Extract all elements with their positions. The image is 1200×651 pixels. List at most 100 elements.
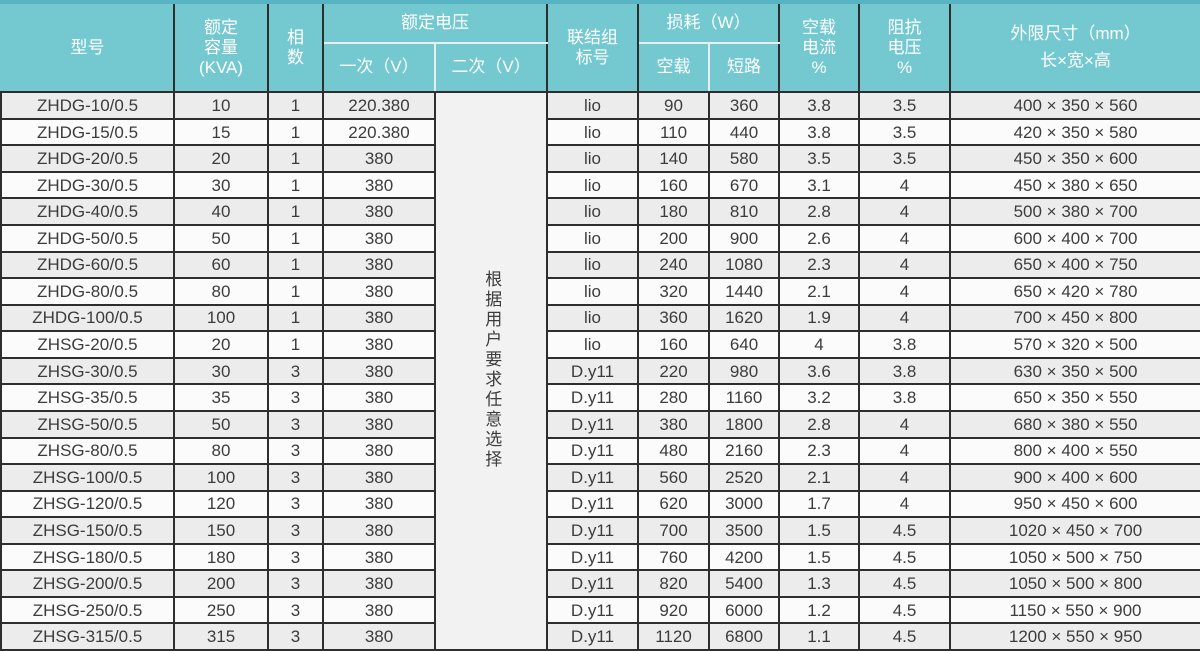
cell-model: ZHDG-50/0.5 (0, 224, 175, 253)
cell-dimensions: 650 × 350 × 550 (949, 383, 1200, 412)
cell-rated-capacity: 15 (173, 117, 269, 147)
transformer-spec-table: 型号 额定 容量 (KVA) 相 数 额定电压 联结组 标号 损耗（W） 空载 … (0, 4, 1200, 651)
cell-dimensions: 950 × 450 × 600 (949, 489, 1200, 519)
cell-impedance-voltage: 3.5 (858, 91, 952, 120)
cell-rated-capacity: 40 (173, 197, 269, 226)
cell-primary-voltage: 380 (322, 489, 436, 519)
cell-no-load-loss: 320 (637, 277, 710, 306)
cell-no-load-loss: 920 (637, 595, 710, 625)
cell-rated-capacity: 30 (173, 170, 269, 200)
cell-model: ZHDG-80/0.5 (0, 277, 175, 306)
cell-no-load-loss: 560 (637, 463, 710, 492)
cell-primary-voltage: 220.380 (322, 91, 436, 120)
cell-rated-capacity: 50 (173, 409, 269, 439)
cell-impedance-voltage: 4.5 (858, 542, 952, 572)
cell-no-load-loss: 110 (637, 117, 710, 147)
secondary-voltage-note-text: 根据用户要求任意选择 (482, 269, 502, 470)
cell-dimensions: 570 × 320 × 500 (949, 330, 1200, 359)
cell-no-load-current: 2.1 (778, 277, 861, 306)
cell-no-load-current: 3.1 (778, 170, 861, 200)
cell-primary-voltage: 380 (322, 303, 436, 333)
cell-connection-symbol: D.y11 (546, 489, 639, 519)
cell-no-load-current: 1.1 (778, 622, 861, 651)
cell-no-load-loss: 380 (637, 409, 710, 439)
cell-connection-symbol: D.y11 (546, 436, 639, 466)
cell-no-load-loss: 240 (637, 250, 710, 280)
cell-dimensions: 600 × 400 × 700 (949, 224, 1200, 253)
cell-dimensions: 630 × 350 × 500 (949, 356, 1200, 386)
cell-model: ZHDG-100/0.5 (0, 303, 175, 333)
cell-no-load-loss: 220 (637, 356, 710, 386)
cell-no-load-loss: 90 (637, 91, 710, 120)
cell-model: ZHSG-100/0.5 (0, 463, 175, 492)
table-row: ZHSG-100/0.5 100 3 380 D.y11 560 2520 2.1 4 900 ×… (0, 463, 1200, 492)
cell-short-circuit-loss: 3500 (707, 516, 781, 545)
cell-short-circuit-loss: 640 (707, 330, 781, 359)
col-header-model: 型号 (0, 4, 175, 94)
cell-no-load-current: 2.3 (778, 250, 861, 280)
table-row: ZHSG-180/0.5 180 3 380 D.y11 760 4200 1.5 4.5 105… (0, 542, 1200, 572)
table-row: ZHDG-10/0.5 10 1 220.380 根据用户要求任意选择 lio 90 360 3… (0, 91, 1200, 651)
cell-primary-voltage: 380 (322, 330, 436, 359)
cell-rated-capacity: 20 (173, 144, 269, 173)
cell-rated-capacity: 10 (173, 91, 269, 120)
cell-no-load-loss: 160 (637, 170, 710, 200)
table-row: ZHDG-50/0.5 50 1 380 lio 200 900 2.6 4 600 × 400 … (0, 224, 1200, 253)
table-row: ZHSG-150/0.5 150 3 380 D.y11 700 3500 1.5 4.5 102… (0, 516, 1200, 545)
cell-no-load-loss: 180 (637, 197, 710, 226)
cell-model: ZHSG-20/0.5 (0, 330, 175, 359)
cell-phase-count: 1 (267, 250, 324, 280)
table-row: ZHDG-40/0.5 40 1 380 lio 180 810 2.8 4 500 × 380 … (0, 197, 1200, 226)
cell-dimensions: 650 × 400 × 750 (949, 250, 1200, 280)
cell-no-load-loss: 620 (637, 489, 710, 519)
cell-rated-capacity: 180 (173, 542, 269, 572)
col-header-loss-group: 损耗（W） (636, 4, 781, 44)
cell-no-load-loss: 700 (637, 516, 710, 545)
cell-impedance-voltage: 3.8 (858, 330, 952, 359)
table-row: ZHSG-80/0.5 80 3 380 D.y11 480 2160 2.3 4 800 × 4… (0, 436, 1200, 466)
cell-rated-capacity: 250 (173, 595, 269, 625)
cell-primary-voltage: 380 (322, 356, 436, 386)
cell-connection-symbol: lio (546, 277, 639, 306)
cell-dimensions: 900 × 400 × 600 (949, 463, 1200, 492)
cell-phase-count: 1 (267, 224, 324, 253)
cell-no-load-loss: 760 (637, 542, 710, 572)
cell-rated-capacity: 120 (173, 489, 269, 519)
cell-impedance-voltage: 4 (858, 224, 952, 253)
cell-rated-capacity: 80 (173, 436, 269, 466)
cell-short-circuit-loss: 900 (707, 224, 781, 253)
cell-model: ZHSG-120/0.5 (0, 489, 175, 519)
cell-primary-voltage: 380 (322, 622, 436, 651)
cell-dimensions: 500 × 380 × 700 (949, 197, 1200, 226)
cell-no-load-current: 2.8 (778, 409, 861, 439)
cell-short-circuit-loss: 6800 (707, 622, 781, 651)
cell-model: ZHSG-150/0.5 (0, 516, 175, 545)
cell-primary-voltage: 380 (322, 250, 436, 280)
cell-short-circuit-loss: 1620 (707, 303, 781, 333)
cell-phase-count: 1 (267, 330, 324, 359)
cell-phase-count: 3 (267, 569, 324, 598)
cell-phase-count: 3 (267, 383, 324, 412)
header-row-2: 一次（V） 二次（V） 空载 短路 (1, 41, 1200, 94)
cell-dimensions: 1050 × 500 × 800 (949, 569, 1200, 598)
col-header-impedance-voltage: 阻抗 电压 % (858, 4, 952, 94)
cell-impedance-voltage: 3.5 (858, 144, 952, 173)
table-row: ZHSG-30/0.5 30 3 380 D.y11 220 980 3.6 3.8 630 × … (0, 356, 1200, 386)
top-teal-strip (0, 0, 1200, 4)
cell-no-load-current: 1.9 (778, 303, 861, 333)
cell-no-load-loss: 160 (637, 330, 710, 359)
cell-phase-count: 3 (267, 436, 324, 466)
cell-short-circuit-loss: 2160 (707, 436, 781, 466)
cell-primary-voltage: 380 (322, 409, 436, 439)
cell-secondary-voltage-note: 根据用户要求任意选择 (434, 91, 548, 651)
cell-rated-capacity: 30 (173, 356, 269, 386)
cell-primary-voltage: 380 (322, 224, 436, 253)
cell-model: ZHSG-180/0.5 (0, 542, 175, 572)
col-header-rated-voltage-group: 额定电压 (322, 4, 548, 44)
cell-connection-symbol: lio (546, 117, 639, 147)
cell-phase-count: 3 (267, 409, 324, 439)
cell-model: ZHDG-40/0.5 (0, 197, 175, 226)
cell-model: ZHSG-50/0.5 (0, 409, 175, 439)
cell-rated-capacity: 50 (173, 224, 269, 253)
cell-rated-capacity: 60 (173, 250, 269, 280)
